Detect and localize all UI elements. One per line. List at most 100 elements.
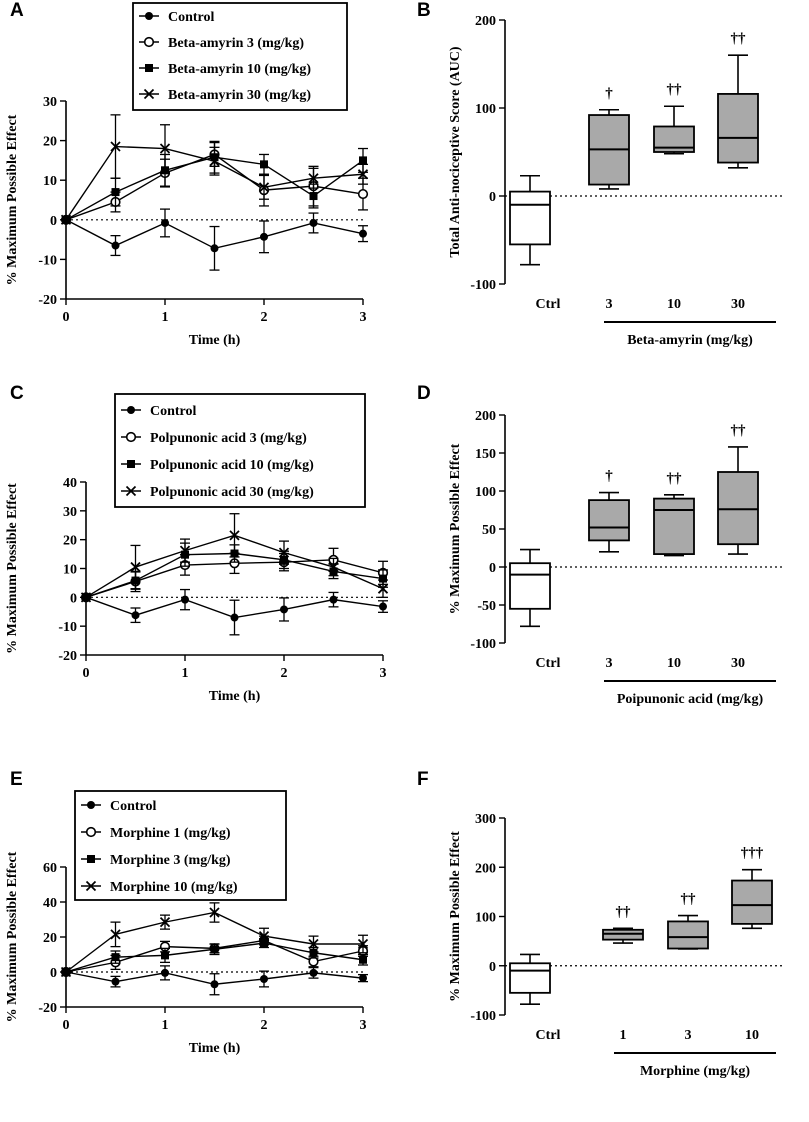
box-3: †† 3 (667, 892, 709, 1043)
x-axis-label: Time (h) (189, 1041, 241, 1056)
x-tick-label: 1 (162, 1018, 169, 1033)
marker-cross-b (328, 561, 339, 573)
marker-cross-b (130, 561, 141, 573)
category-label: 30 (731, 656, 745, 671)
y-tick-label: 0 (489, 561, 496, 576)
y-tick-label: 200 (475, 409, 496, 424)
box-body (717, 471, 759, 546)
series-0 (62, 965, 368, 996)
marker-dot (127, 406, 135, 414)
marker-cross-b (209, 907, 220, 918)
category-label: Ctrl (536, 1028, 561, 1043)
legend-box (74, 790, 287, 901)
box-Ctrl: Ctrl (509, 548, 561, 671)
marker-cross-b (60, 214, 72, 225)
marker-cross-b (258, 930, 270, 942)
significance-mark: †† (681, 892, 697, 908)
marker-dot (309, 968, 318, 977)
significance-mark: †† (731, 423, 747, 439)
legend-label: Beta-amyrin 3 (mg/kg) (168, 36, 304, 51)
panel-letter: F (417, 769, 429, 790)
series-3 (60, 114, 369, 225)
box-body (509, 962, 551, 994)
box-1: †† 1 (602, 904, 644, 1043)
marker-square (87, 855, 95, 863)
x-tick-label: 2 (261, 1018, 268, 1033)
box-body (717, 93, 759, 164)
legend-label: Polpunonic acid 3 (mg/kg) (150, 431, 307, 446)
y-axis-label: % Maximum Possible Effect (5, 114, 20, 285)
marker-cross-b (110, 929, 121, 940)
legend-label: Beta-amyrin 10 (mg/kg) (168, 62, 311, 77)
box-10: ††† 10 (731, 846, 773, 1043)
marker-cross-b (85, 880, 97, 892)
y-tick-label: 20 (63, 534, 77, 549)
y-tick-label: 0 (489, 190, 496, 205)
marker-cross-b (357, 938, 369, 950)
marker-dot (210, 980, 219, 989)
legend-label: Polpunonic acid 30 (mg/kg) (150, 485, 314, 500)
y-tick-label: 60 (43, 861, 57, 876)
y-tick-label: 20 (43, 135, 57, 150)
marker-dot (379, 602, 387, 611)
marker-dot (111, 241, 120, 250)
y-tick-label: 100 (475, 102, 496, 117)
legend-box (114, 393, 366, 508)
panel-B: B -100 0 100 200 Total Anti-nociceptive Score… (417, 0, 785, 348)
legend-label: Morphine 1 (mg/kg) (110, 826, 231, 841)
panel-E: E -20 0 20 40 60 0 1 2 3 Time (h) % Maximum Possibl… (5, 769, 369, 1056)
box-body (509, 190, 551, 246)
box-body (588, 499, 630, 542)
y-tick-label: 100 (475, 911, 496, 926)
y-tick-label: 30 (43, 95, 57, 110)
y-tick-label: -100 (470, 1009, 496, 1024)
series-0 (82, 588, 388, 636)
x-tick-label: 3 (380, 666, 387, 681)
marker-cross-b (80, 592, 92, 603)
significance-mark: ††† (741, 846, 764, 862)
y-tick-label: -100 (470, 278, 496, 293)
y-tick-label: -20 (58, 649, 77, 664)
x-tick-label: 0 (63, 1018, 70, 1033)
y-axis-label: % Maximum Possible Effect (448, 443, 463, 614)
marker-cross-b (110, 141, 121, 152)
y-tick-label: -10 (38, 253, 57, 268)
category-label: 30 (731, 297, 745, 312)
x-tick-label: 1 (162, 310, 169, 325)
category-label: 3 (606, 297, 613, 312)
category-label: 1 (620, 1028, 627, 1043)
y-tick-label: 0 (50, 214, 57, 229)
marker-square (127, 460, 135, 468)
panel-D: D -100 -50 0 50 100 150 200 % Maximum Possible E… (417, 383, 785, 707)
marker-dot (280, 605, 288, 614)
significance-mark: †† (731, 31, 747, 47)
marker-cross-b (357, 169, 369, 180)
box-Ctrl: Ctrl (509, 953, 561, 1043)
marker-cross-b (159, 143, 171, 154)
box-30: †† 30 (717, 31, 759, 312)
series-3 (80, 513, 389, 603)
marker-dot (309, 218, 318, 227)
legend-label: Control (168, 10, 215, 25)
y-tick-label: 10 (43, 174, 57, 189)
panel-letter: B (417, 0, 431, 21)
marker-square (145, 64, 153, 72)
marker-square (111, 188, 120, 197)
marker-cross-b (60, 966, 72, 978)
x-tick-label: 0 (83, 666, 90, 681)
x-axis-label: Morphine (mg/kg) (640, 1064, 750, 1079)
y-axis-label: % Maximum Possible Effect (5, 851, 20, 1022)
y-tick-label: 40 (43, 896, 57, 911)
marker-circle (143, 36, 155, 48)
box-30: †† 30 (717, 423, 759, 671)
marker-dot (181, 595, 189, 604)
panel-C: C -20 -10 0 10 20 30 40 0 1 2 3 Time (h) % Maximum Po… (5, 383, 389, 704)
panel-letter: C (10, 383, 24, 404)
y-tick-label: 0 (50, 966, 57, 981)
x-axis-label: Poipunonic acid (mg/kg) (617, 692, 764, 707)
marker-dot (329, 595, 338, 604)
box-10: †† 10 (653, 82, 695, 312)
panel-F: F -100 0 100 200 300 % Maximum Possible Effect… (417, 769, 785, 1079)
legend-label: Control (110, 799, 157, 814)
marker-cross-b (278, 547, 290, 558)
